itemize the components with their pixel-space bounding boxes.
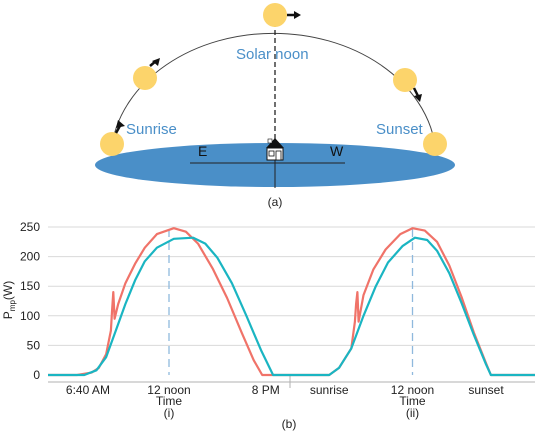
y-axis-gridlines xyxy=(48,226,535,346)
sun-sunrise xyxy=(100,132,124,156)
y-tick-label-4: 200 xyxy=(20,250,40,264)
x-tick-label: sunrise xyxy=(310,383,349,397)
house-icon xyxy=(266,138,284,161)
caption-a: (a) xyxy=(268,195,283,209)
x-axis-label: Time xyxy=(156,394,183,408)
series-line-teal xyxy=(290,236,535,377)
sun-afternoon xyxy=(393,68,417,92)
y-tick-label-3: 150 xyxy=(20,279,40,293)
x-tick-label: 8 PM xyxy=(252,383,280,397)
x-axis-label: Time xyxy=(399,394,426,408)
label-sunset: Sunset xyxy=(376,121,424,138)
arrow-icons xyxy=(114,11,422,134)
label-west: W xyxy=(330,143,344,159)
x-tick-label: 12 noon xyxy=(147,383,190,397)
y-axis-label: Pmp(W) xyxy=(1,281,17,319)
sun-morning xyxy=(133,66,157,90)
y-tick-label-5: 250 xyxy=(20,220,40,234)
series-line-red xyxy=(290,227,535,377)
x-tick-label: 12 noon xyxy=(391,383,434,397)
sun-noon xyxy=(263,3,287,27)
label-solar-noon: Solar noon xyxy=(236,46,309,63)
chart-panel-2: sunrise 12 noon sunset Time(ii) xyxy=(290,227,535,420)
label-east: E xyxy=(198,143,207,159)
y-tick-label-2: 100 xyxy=(20,309,40,323)
sun-sunset xyxy=(423,132,447,156)
series-line-red xyxy=(48,227,290,377)
label-sunrise: Sunrise xyxy=(126,121,177,138)
panel-label: (ii) xyxy=(406,406,419,420)
x-tick-label: sunset xyxy=(468,383,504,397)
panel-label: (i) xyxy=(164,406,175,420)
sun-arc xyxy=(111,32,436,145)
sun-path-diagram: Solar noon Sunrise Sunset E W (a) xyxy=(95,3,455,209)
chart-panel-1: 6:40 AM 12 noon 8 PM Time(i) xyxy=(48,227,290,420)
y-axis-ticks: 0 50 100 150 200 250 xyxy=(20,220,40,382)
x-tick-label: 6:40 AM xyxy=(66,383,110,397)
series-line-teal xyxy=(48,236,290,377)
caption-b: (b) xyxy=(282,417,297,431)
y-tick-label-0: 0 xyxy=(33,368,40,382)
power-chart: 0 50 100 150 200 250 Pmp(W) 6:40 AM 12 noon 8 P… xyxy=(1,220,535,431)
y-tick-label-1: 50 xyxy=(27,338,41,352)
